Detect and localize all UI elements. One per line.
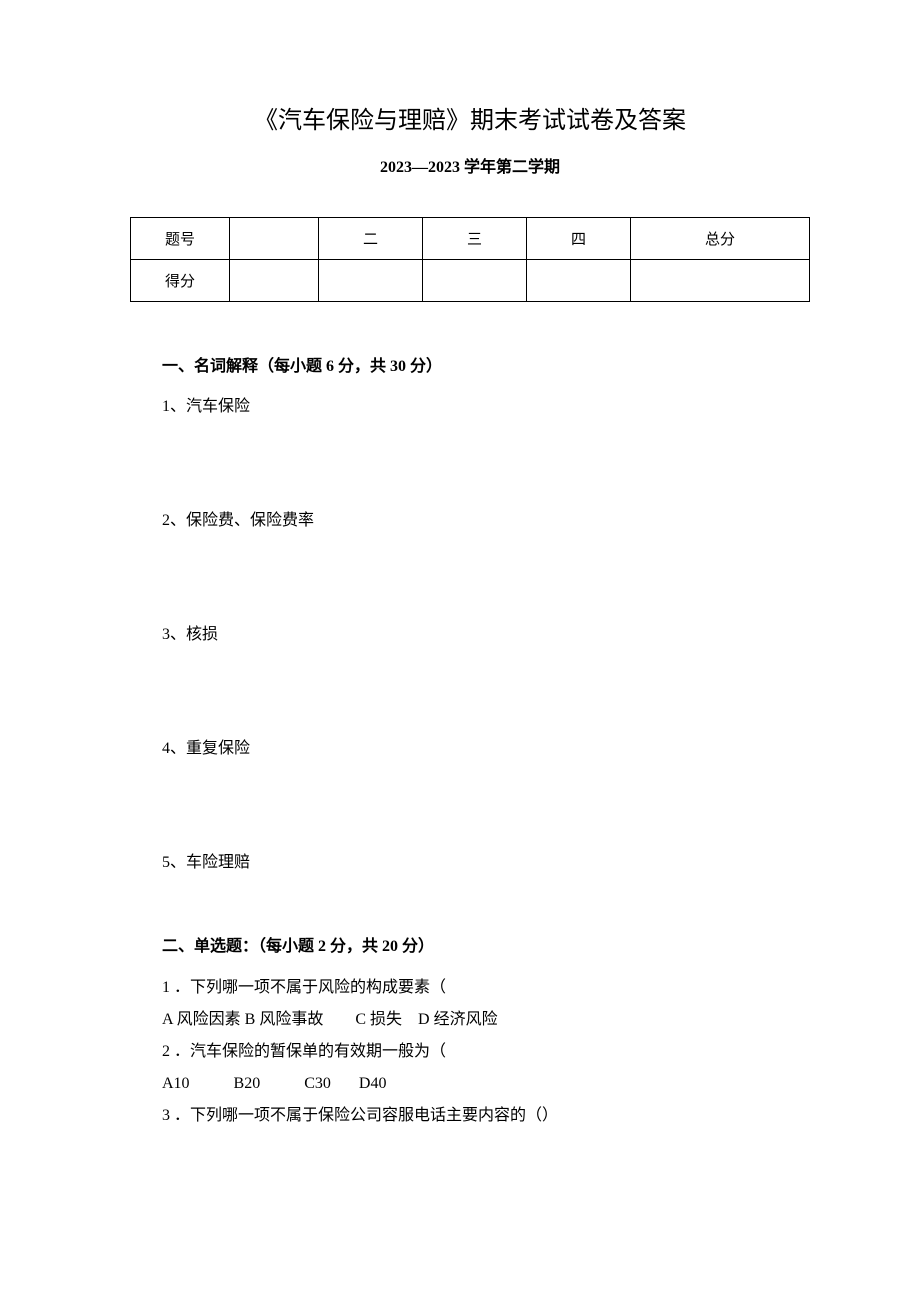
mc-options-1: A 风险因素 B 风险事故 C 损失 D 经济风险 [130, 1004, 810, 1036]
table-row: 得分 [131, 260, 810, 302]
term-item-3: 3、核损 [130, 620, 810, 644]
cell-three: 三 [423, 218, 527, 260]
page-subtitle: 2023—2023 学年第二学期 [130, 153, 810, 177]
cell-empty [230, 260, 319, 302]
cell-empty [423, 260, 527, 302]
cell-empty [631, 260, 810, 302]
cell-two: 二 [319, 218, 423, 260]
section2-heading: 二、单选题：（每小题 2 分，共 20 分） [130, 932, 810, 956]
cell-defen: 得分 [131, 260, 230, 302]
mc-options-2: A10 B20 C30 D40 [130, 1068, 810, 1100]
term-item-1: 1、汽车保险 [130, 392, 810, 416]
cell-empty [527, 260, 631, 302]
score-table: 题号 二 三 四 总分 得分 [130, 217, 810, 302]
mc-question-1: 1 ．下列哪一项不属于风险的构成要素（ [130, 972, 810, 1004]
term-item-4: 4、重复保险 [130, 734, 810, 758]
cell-blank [230, 218, 319, 260]
mc-block: 1 ．下列哪一项不属于风险的构成要素（ A 风险因素 B 风险事故 C 损失 D… [130, 972, 810, 1132]
section1-heading: 一、名词解释（每小题 6 分，共 30 分） [130, 352, 810, 376]
cell-empty [319, 260, 423, 302]
table-row: 题号 二 三 四 总分 [131, 218, 810, 260]
cell-four: 四 [527, 218, 631, 260]
cell-tihao: 题号 [131, 218, 230, 260]
mc-question-2: 2 ．汽车保险的暂保单的有效期一般为（ [130, 1036, 810, 1068]
mc-question-3: 3 ．下列哪一项不属于保险公司容服电话主要内容的（） [130, 1100, 810, 1132]
cell-total: 总分 [631, 218, 810, 260]
page-title: 《汽车保险与理赔》期末考试试卷及答案 [130, 100, 810, 135]
term-item-2: 2、保险费、保险费率 [130, 506, 810, 530]
term-item-5: 5、车险理赔 [130, 848, 810, 872]
